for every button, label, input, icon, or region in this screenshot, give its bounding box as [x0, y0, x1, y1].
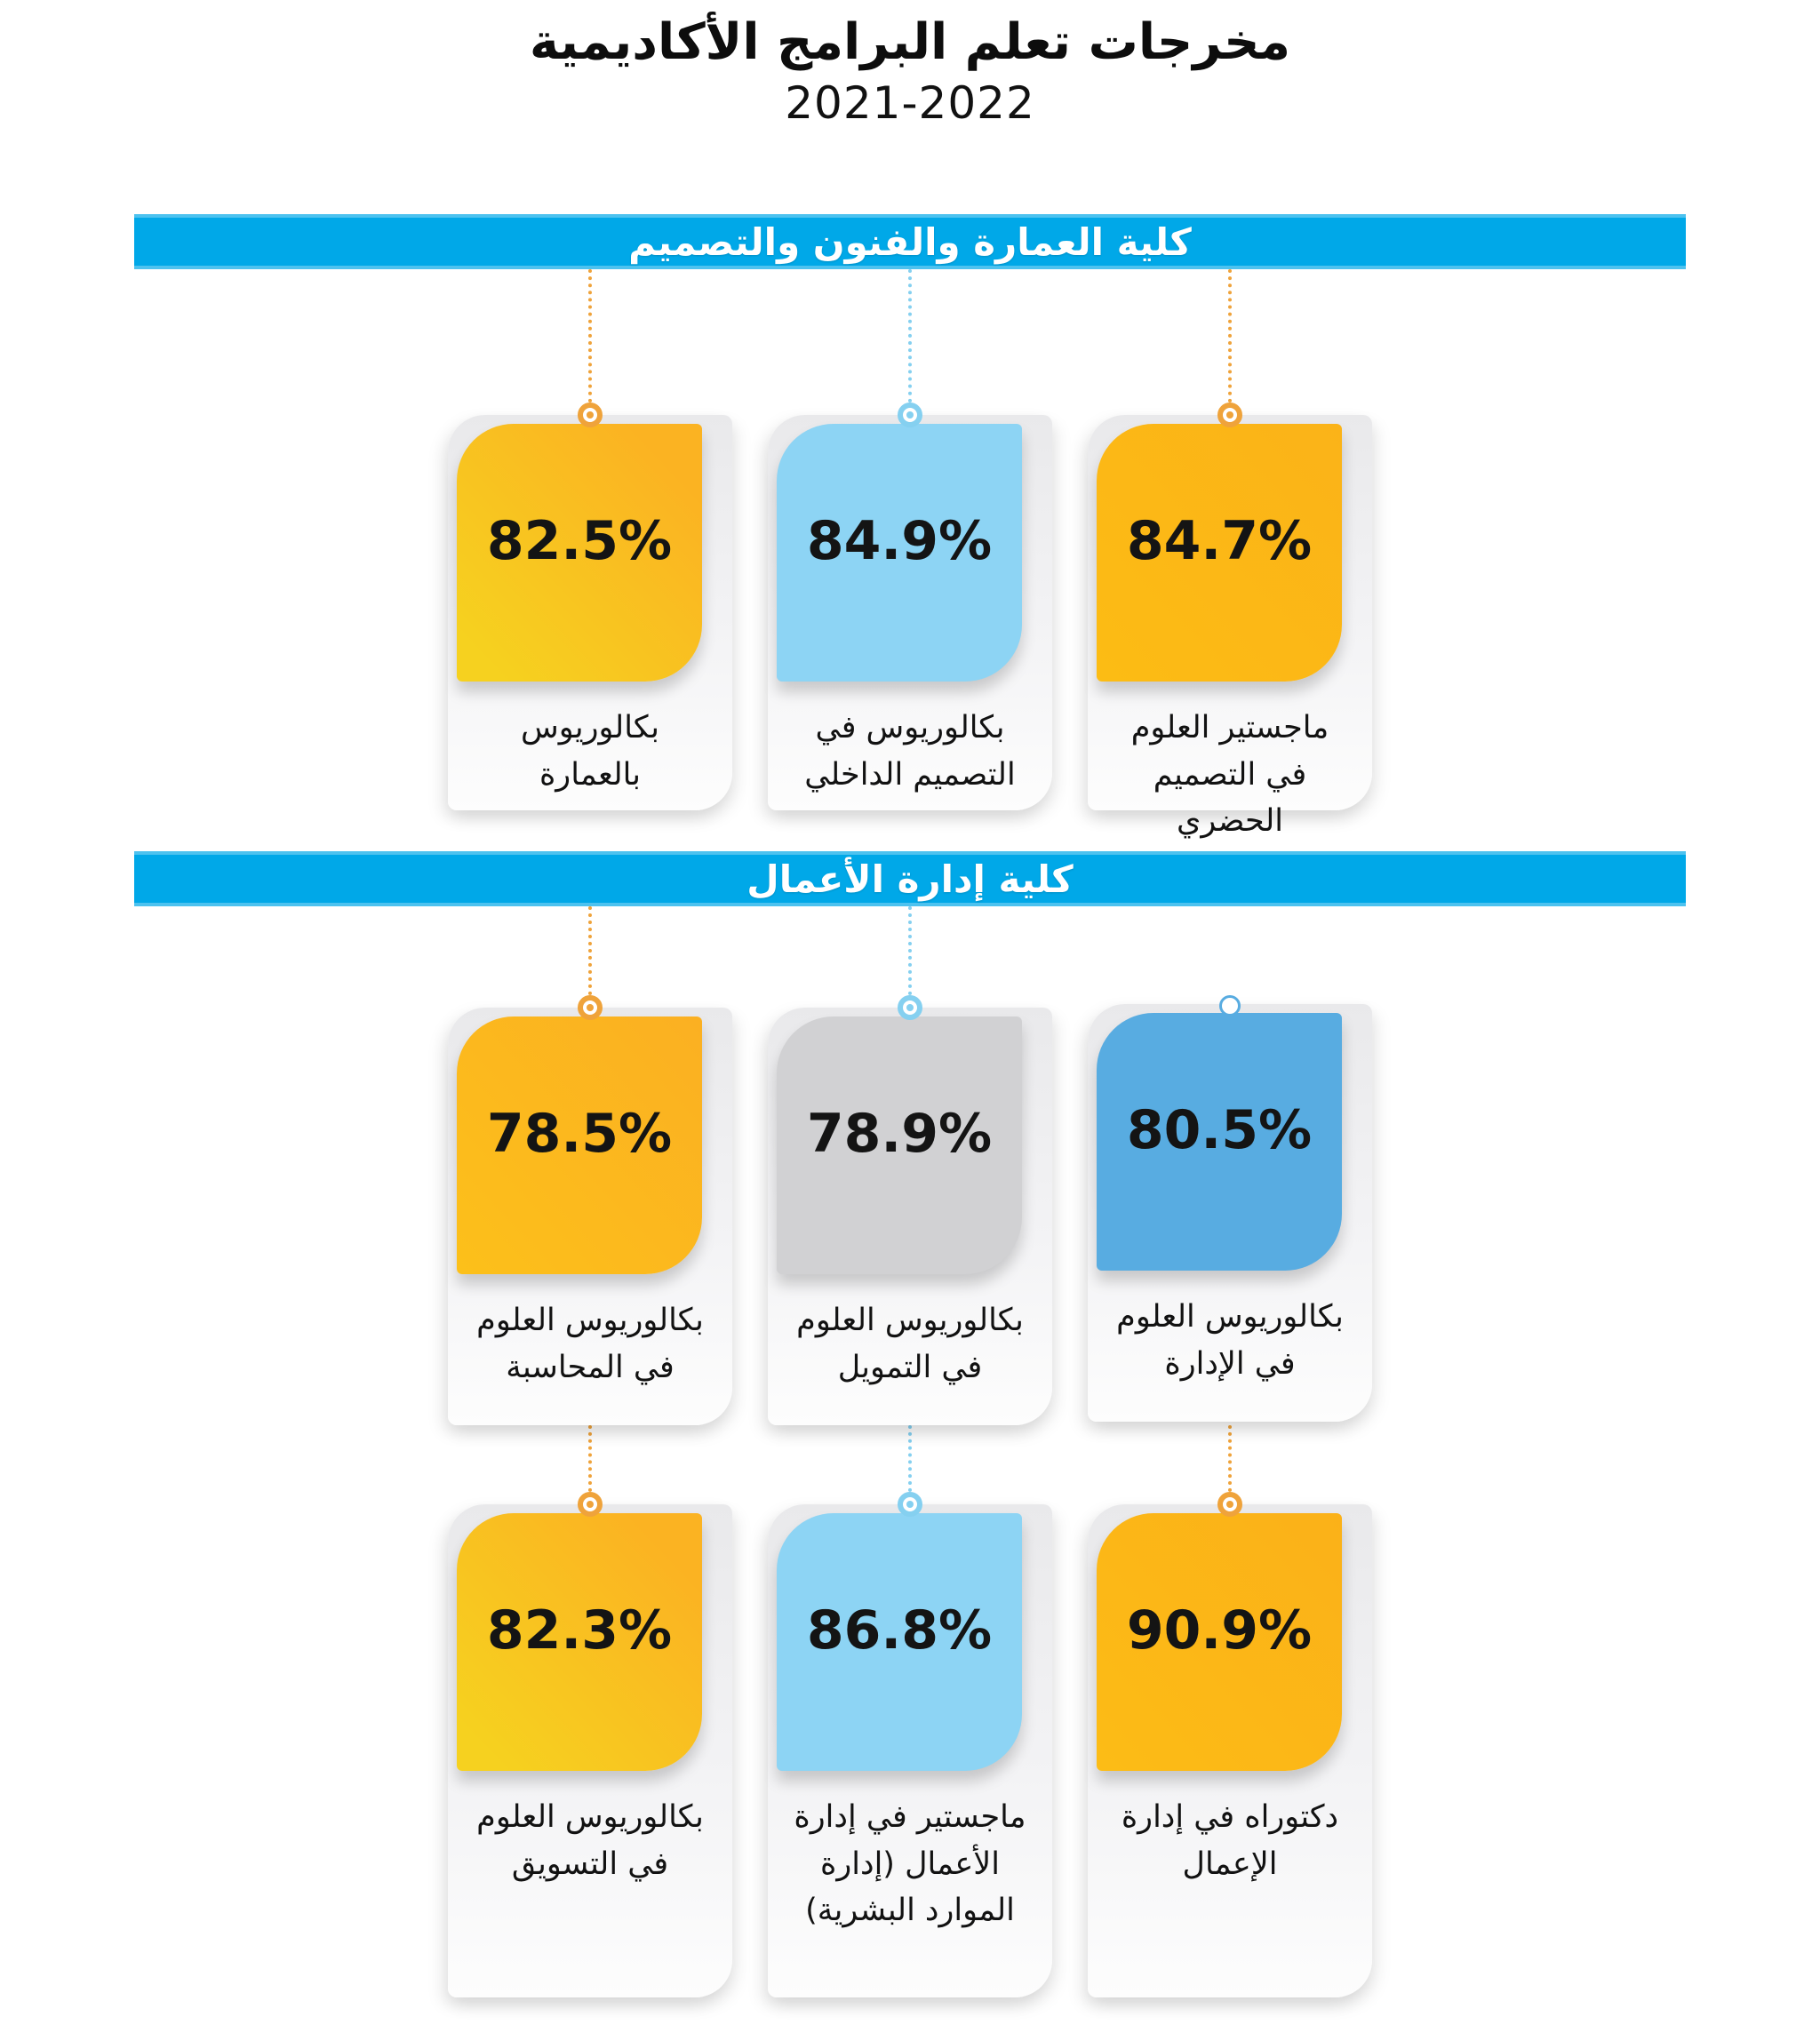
stat-value: 78.9%: [806, 1103, 993, 1166]
stat-card-panel: 84.7% ماجستير العلوم في التصميم الحضري: [1088, 415, 1372, 839]
ring-dot-icon: [906, 1501, 914, 1509]
stat-card: 90.9% دكتوراه في إدارة الإعمال: [1088, 1425, 1372, 1998]
stat-value: 80.5%: [1126, 1099, 1313, 1162]
stat-card: 84.9% بكالوريوس في التصميم الداخلي: [768, 269, 1052, 811]
connector-line: [908, 906, 912, 996]
stat-label: ماجستير العلوم في التصميم الحضري: [1130, 710, 1329, 840]
stat-label: بكالوريوس العلوم في الإدارة: [1116, 1299, 1344, 1382]
connector-line: [1228, 1425, 1232, 1493]
stat-card-panel: 86.8% ماجستير في إدارة الأعمال (إدارة ال…: [768, 1504, 1052, 1998]
stat-square: 80.5%: [1097, 1013, 1342, 1272]
stat-card-panel: 78.9% بكالوريوس العلوم في التمويل: [768, 1008, 1052, 1426]
connector-ring-icon: [1217, 403, 1242, 428]
stat-label: دكتوراه في إدارة الإعمال: [1121, 1799, 1339, 1882]
stat-value: 90.9%: [1126, 1599, 1313, 1662]
connector-ring-icon: [898, 995, 922, 1021]
ring-dot-icon: [906, 411, 914, 419]
stat-card: 80.5% بكالوريوس العلوم في الإدارة: [1088, 906, 1372, 1425]
stat-label: بكالوريوس في التصميم الداخلي: [804, 710, 1016, 793]
connector-line: [908, 1425, 912, 1493]
stat-square: 78.5%: [457, 1016, 702, 1275]
stat-value: 86.8%: [806, 1599, 993, 1662]
connector-line: [1228, 269, 1232, 403]
stat-card: 82.3% بكالوريوس العلوم في التسويق: [448, 1425, 732, 1998]
ring-dot-icon: [906, 1004, 914, 1012]
connector-ring-icon: [1219, 995, 1241, 1017]
connector-ring-icon: [578, 995, 603, 1021]
ring-dot-icon: [587, 411, 594, 419]
section-header-business: كلية إدارة الأعمال: [134, 851, 1686, 907]
stat-label: ماجستير في إدارة الأعمال (إدارة الموارد …: [794, 1799, 1026, 1929]
page-subtitle-years: 2021-2022: [785, 77, 1035, 130]
connector-line: [908, 269, 912, 403]
stat-square: 82.3%: [457, 1513, 702, 1772]
section-header-label: كلية العمارة والفنون والتصميم: [628, 219, 1192, 264]
connector-ring-icon: [898, 1492, 922, 1518]
connector-line: [588, 1425, 592, 1493]
ring-dot-icon: [587, 1501, 594, 1509]
stat-card-panel: 80.5% بكالوريوس العلوم في الإدارة: [1088, 1004, 1372, 1423]
stat-card-panel: 84.9% بكالوريوس في التصميم الداخلي: [768, 415, 1052, 811]
stat-square: 84.9%: [777, 424, 1022, 682]
page-title: مخرجات تعلم البرامج الأكاديمية: [529, 13, 1291, 71]
cards-row-business-1: 78.5% بكالوريوس العلوم في المحاسبة 78.9%…: [448, 906, 1372, 1426]
connector-line: [588, 269, 592, 403]
stat-card: 82.5% بكالوريوس بالعمارة: [448, 269, 732, 811]
connector-ring-icon: [1217, 1492, 1242, 1518]
connector-ring-icon: [898, 403, 922, 428]
connector-line: [1228, 906, 1232, 995]
title-block: مخرجات تعلم البرامج الأكاديمية 2021-2022: [0, 0, 1820, 129]
stat-value: 82.3%: [486, 1599, 673, 1662]
stat-label: بكالوريوس بالعمارة: [521, 710, 659, 793]
connector-line: [588, 906, 592, 996]
stat-label: بكالوريوس العلوم في المحاسبة: [476, 1303, 704, 1385]
ring-dot-icon: [587, 1004, 594, 1012]
stat-card-panel: 78.5% بكالوريوس العلوم في المحاسبة: [448, 1008, 732, 1426]
connector-ring-icon: [578, 1492, 603, 1518]
section-header-architecture: كلية العمارة والفنون والتصميم: [134, 214, 1686, 270]
stat-card-panel: 82.5% بكالوريوس بالعمارة: [448, 415, 732, 811]
stat-label: بكالوريوس العلوم في التسويق: [476, 1799, 704, 1882]
stat-square: 78.9%: [777, 1016, 1022, 1275]
stat-card: 86.8% ماجستير في إدارة الأعمال (إدارة ال…: [768, 1425, 1052, 1998]
stat-card-panel: 82.3% بكالوريوس العلوم في التسويق: [448, 1504, 732, 1998]
section-header-label: كلية إدارة الأعمال: [746, 857, 1074, 901]
stat-card-panel: 90.9% دكتوراه في إدارة الإعمال: [1088, 1504, 1372, 1998]
stat-value: 82.5%: [486, 510, 673, 573]
connector-ring-icon: [578, 403, 603, 428]
stat-square: 82.5%: [457, 424, 702, 682]
stat-square: 90.9%: [1097, 1513, 1342, 1772]
stat-card: 78.9% بكالوريوس العلوم في التمويل: [768, 906, 1052, 1426]
ring-dot-icon: [1226, 411, 1233, 419]
ring-dot-icon: [1226, 1501, 1233, 1509]
stat-card: 78.5% بكالوريوس العلوم في المحاسبة: [448, 906, 732, 1426]
cards-row-architecture: 82.5% بكالوريوس بالعمارة 84.9% بكالوريوس…: [448, 269, 1372, 839]
stat-square: 86.8%: [777, 1513, 1022, 1772]
stat-value: 84.7%: [1126, 510, 1313, 573]
stat-label: بكالوريوس العلوم في التمويل: [796, 1303, 1024, 1385]
stat-card: 84.7% ماجستير العلوم في التصميم الحضري: [1088, 269, 1372, 839]
stat-value: 84.9%: [806, 510, 993, 573]
stat-square: 84.7%: [1097, 424, 1342, 682]
cards-row-business-2: 82.3% بكالوريوس العلوم في التسويق 86.8% …: [448, 1425, 1372, 1998]
stat-value: 78.5%: [486, 1103, 673, 1166]
